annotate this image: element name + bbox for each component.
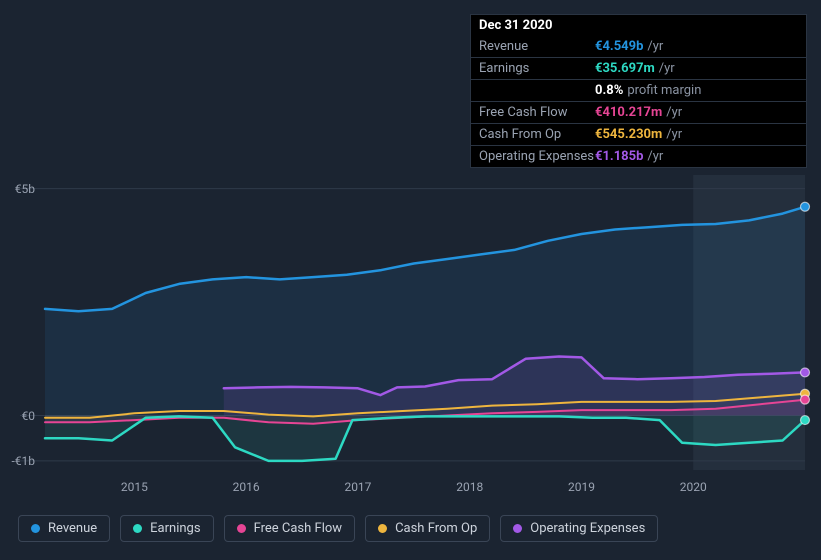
tooltip-row: Revenue€4.549b/yr [471,36,806,57]
x-axis-label: 2015 [121,480,148,494]
legend-item[interactable]: Earnings [120,515,213,542]
tooltip-metric-suffix: /yr [659,61,675,76]
series-end-dot [801,368,810,377]
legend-swatch [237,524,246,533]
y-axis-label: -€1b [11,454,35,468]
legend-swatch [133,524,142,533]
tooltip-row: Earnings€35.697m/yr [471,57,806,79]
tooltip-metric-value: €35.697m [595,61,655,76]
x-axis-label: 2019 [568,480,595,494]
tooltip-metric-value: €545.230m [595,127,662,142]
legend-swatch [378,524,387,533]
tooltip-metric-value: 0.8% [595,83,623,98]
tooltip-metric-label: Operating Expenses [479,149,595,164]
tooltip-metric-value: €4.549b [595,39,643,54]
y-axis-label: €5b [15,182,35,196]
legend-item[interactable]: Revenue [18,515,110,542]
tooltip-row: 0.8% profit margin [471,79,806,101]
tooltip-metric-value: €410.217m [595,105,662,120]
series-end-dot [801,202,810,211]
legend-label: Free Cash Flow [254,521,342,536]
legend-label: Revenue [48,521,97,536]
x-axis-label: 2018 [456,480,483,494]
chart-container: Dec 31 2020 Revenue€4.549b/yrEarnings€35… [0,0,821,560]
x-axis-label: 2016 [233,480,260,494]
legend-item[interactable]: Free Cash Flow [224,515,355,542]
tooltip-metric-suffix: /yr [666,127,682,142]
tooltip-metric-label: Free Cash Flow [479,105,595,120]
legend-swatch [513,524,522,533]
tooltip-metric-value: €1.185b [595,149,643,164]
legend-label: Cash From Op [395,521,477,536]
x-axis-label: 2020 [680,480,707,494]
tooltip-metric-suffix: /yr [647,39,663,54]
legend-item[interactable]: Operating Expenses [500,515,658,542]
series-end-dot [801,395,810,404]
x-axis-label: 2017 [344,480,371,494]
legend-label: Operating Expenses [530,521,645,536]
legend-swatch [31,524,40,533]
tooltip-metric-label: Cash From Op [479,127,595,142]
chart-tooltip: Dec 31 2020 Revenue€4.549b/yrEarnings€35… [470,14,807,168]
legend-item[interactable]: Cash From Op [365,515,490,542]
y-axis-label: €0 [22,409,36,423]
tooltip-metric-suffix: /yr [666,105,682,120]
tooltip-metric-label [479,83,595,98]
series-end-dot [801,416,810,425]
tooltip-row: Free Cash Flow€410.217m/yr [471,101,806,123]
tooltip-metric-label: Revenue [479,39,595,54]
tooltip-row: Cash From Op€545.230m/yr [471,123,806,145]
tooltip-metric-suffix: profit margin [627,83,701,98]
tooltip-row: Operating Expenses€1.185b/yr [471,145,806,167]
tooltip-date: Dec 31 2020 [479,18,552,33]
series-area [45,416,805,461]
tooltip-metric-label: Earnings [479,61,595,76]
tooltip-metric-suffix: /yr [647,149,663,164]
legend-label: Earnings [150,521,200,536]
tooltip-date-row: Dec 31 2020 [471,15,806,36]
chart-legend: Revenue Earnings Free Cash Flow Cash From O… [18,515,658,542]
